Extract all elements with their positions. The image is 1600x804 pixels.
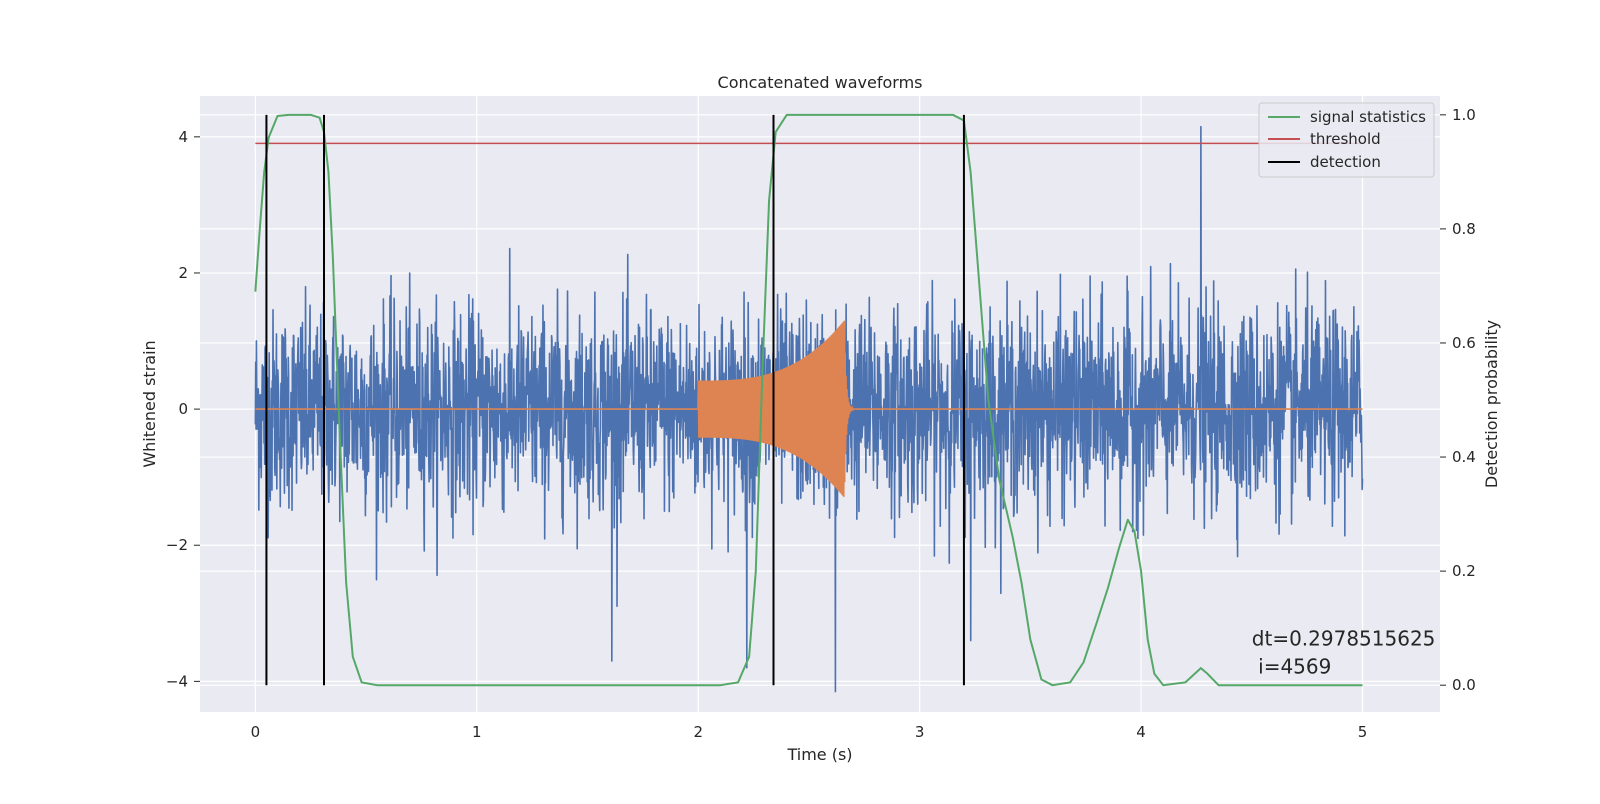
chart-title: Concatenated waveforms	[718, 73, 923, 92]
y-tick-label: −2	[166, 536, 188, 554]
annotation-line-dt: dt=0.2978515625	[1252, 626, 1436, 650]
axis-ticks: 0 1 2 3 4 5 −4 −2 0 2 4 0.0 0.2 0.4 0.6 0.8 1.0	[166, 106, 1476, 741]
y-tick-label: 2	[178, 264, 188, 282]
legend: signal statistics threshold detection	[1258, 102, 1435, 178]
series-waveform-line	[255, 320, 1363, 497]
y2-axis-label: Detection probability	[1482, 320, 1501, 488]
y-axis-label: Whitened strain	[140, 340, 159, 467]
y2-tick-label: 0.8	[1452, 220, 1476, 238]
y-tick-label: −4	[166, 672, 188, 690]
y-tick-label: 0	[178, 400, 188, 418]
series-layer	[254, 113, 1364, 693]
x-tick-label: 3	[915, 723, 925, 741]
legend-label-detection: detection	[1310, 153, 1381, 171]
y-tick-label: 4	[178, 128, 188, 146]
x-tick-label: 5	[1358, 723, 1368, 741]
x-tick-label: 1	[472, 723, 482, 741]
x-axis-label: Time (s)	[786, 745, 852, 764]
annotation-line-i: i=4569	[1252, 654, 1332, 678]
legend-label-threshold: threshold	[1310, 130, 1381, 148]
y2-tick-label: 1.0	[1452, 106, 1476, 124]
y2-tick-label: 0.2	[1452, 562, 1476, 580]
legend-box	[1258, 102, 1435, 178]
y2-tick-label: 0.4	[1452, 448, 1476, 466]
legend-label-signal-statistics: signal statistics	[1310, 108, 1426, 126]
x-tick-label: 0	[251, 723, 261, 741]
y2-tick-label: 0.6	[1452, 334, 1476, 352]
x-tick-label: 4	[1136, 723, 1146, 741]
annotation: dt=0.2978515625 i=4569	[1252, 626, 1436, 678]
x-tick-label: 2	[693, 723, 703, 741]
y2-tick-label: 0.0	[1452, 676, 1476, 694]
